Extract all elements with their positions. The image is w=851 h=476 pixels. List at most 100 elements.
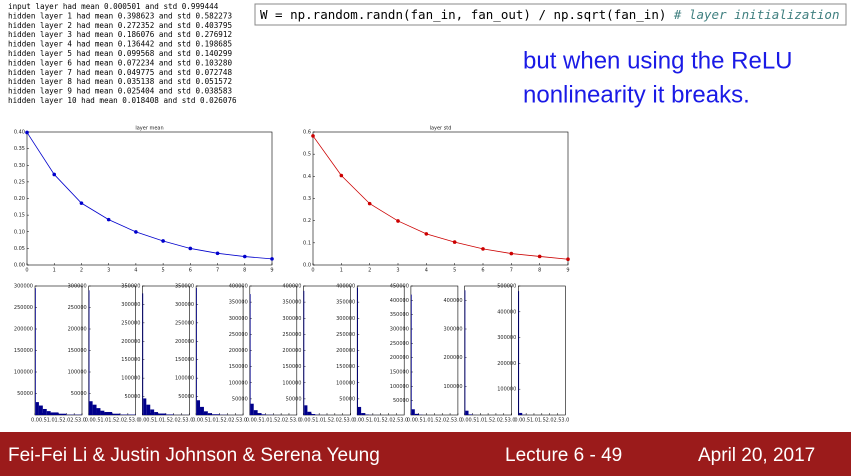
y-tick-label: 400000 — [390, 298, 409, 304]
x-tick-label: 3.0 — [561, 418, 569, 424]
y-tick-label: 100000 — [14, 370, 33, 376]
y-tick-label: 100000 — [444, 384, 463, 390]
x-tick-label: 2.0 — [116, 418, 124, 424]
bar — [96, 408, 101, 415]
x-tick-label: 2.5 — [124, 418, 132, 424]
y-tick-label: 500000 — [497, 284, 516, 290]
x-tick-label: 3.0 — [185, 418, 193, 424]
plot-frame — [26, 131, 273, 266]
y-tick-label: 350000 — [229, 300, 248, 306]
x-tick-label: 0.0 — [514, 418, 522, 424]
y-tick-label: 50000 — [393, 398, 409, 404]
bar — [411, 409, 415, 415]
x-tick-label: 0.0 — [353, 418, 361, 424]
y-tick-label: 0.40 — [14, 130, 25, 136]
y-tick-label: 0.30 — [14, 163, 25, 169]
y-tick-label: 0.20 — [14, 196, 25, 202]
x-tick-label: 3.0 — [132, 418, 140, 424]
x-tick-label: 1 — [340, 268, 343, 274]
y-tick-label: 200000 — [68, 327, 87, 333]
x-tick-label: 2.5 — [446, 418, 454, 424]
x-tick-label: 4 — [425, 268, 428, 274]
point — [339, 173, 344, 178]
plot-frame — [312, 131, 569, 266]
x-tick-label: 0.0 — [138, 418, 146, 424]
x-tick-label: 0.0 — [300, 418, 308, 424]
y-tick-label: 200000 — [121, 339, 140, 345]
bar — [361, 413, 366, 415]
y-tick-label: 0.2 — [303, 218, 311, 224]
x-tick-label: 2.5 — [339, 418, 347, 424]
y-tick-label: 200000 — [282, 348, 301, 354]
y-tick-label: 100000 — [121, 376, 140, 382]
point — [367, 201, 372, 206]
plot-frame — [356, 285, 405, 416]
bar — [58, 413, 67, 415]
y-tick-label: 400000 — [497, 309, 516, 315]
x-tick-label: 2 — [80, 268, 83, 274]
x-tick-label: 3.0 — [454, 418, 462, 424]
line — [26, 132, 273, 260]
y-tick-label: 200000 — [229, 348, 248, 354]
y-tick-label: 0.00 — [14, 263, 25, 269]
y-tick-label: 0.4 — [303, 174, 311, 180]
point — [188, 246, 193, 251]
x-tick-label: 0.5 — [146, 418, 154, 424]
x-tick-label: 2.5 — [500, 418, 508, 424]
point — [25, 130, 29, 135]
x-tick-label: 0.0 — [31, 418, 39, 424]
x-tick-label: 2.0 — [546, 418, 554, 424]
bar — [150, 409, 155, 415]
point — [566, 257, 570, 262]
x-tick-label: 0.5 — [200, 418, 208, 424]
x-tick-label: 2.0 — [385, 418, 393, 424]
x-tick-label: 0.0 — [192, 418, 200, 424]
y-tick-label: 50000 — [17, 391, 33, 397]
bar — [196, 400, 201, 415]
bar — [203, 411, 208, 415]
y-tick-label: 100000 — [282, 380, 301, 386]
x-tick-label: 1.5 — [377, 418, 385, 424]
footer-authors: Fei-Fei Li & Justin Johnson & Serena Yeu… — [8, 445, 380, 466]
y-tick-label: 100000 — [390, 384, 409, 390]
x-tick-label: 2.5 — [70, 418, 78, 424]
bar — [465, 410, 469, 415]
y-tick-label: 150000 — [390, 370, 409, 376]
y-tick-label: 250000 — [121, 320, 140, 326]
x-tick-label: 2.0 — [223, 418, 231, 424]
bar — [42, 408, 47, 415]
x-tick-label: 1.0 — [261, 418, 269, 424]
point — [396, 219, 400, 223]
y-tick-label: 50000 — [339, 396, 355, 402]
x-tick-label: 1 — [53, 268, 56, 274]
y-tick-label: 0.05 — [14, 246, 25, 252]
bar — [146, 404, 151, 415]
y-tick-label: 300000 — [390, 327, 409, 333]
y-tick-label: 0.1 — [303, 240, 311, 246]
x-tick-label: 9 — [566, 268, 569, 274]
bar — [46, 411, 51, 415]
x-tick-label: 2.0 — [277, 418, 285, 424]
chart-title: layer std — [430, 126, 452, 132]
bar — [89, 401, 93, 415]
point — [452, 240, 457, 244]
x-tick-label: 3.0 — [347, 418, 355, 424]
y-tick-label: 0.35 — [14, 146, 25, 152]
bar — [50, 412, 59, 415]
point — [481, 247, 485, 251]
x-tick-label: 2.0 — [62, 418, 70, 424]
y-tick-label: 100000 — [497, 387, 516, 393]
x-tick-label: 2.5 — [231, 418, 239, 424]
bar — [88, 290, 90, 415]
y-tick-label: 150000 — [282, 364, 301, 370]
y-tick-label: 0.5 — [303, 152, 311, 158]
y-tick-label: 350000 — [336, 300, 355, 306]
bar — [35, 288, 36, 415]
y-tick-label: 0.10 — [14, 229, 25, 235]
point — [537, 254, 542, 259]
bar — [143, 398, 147, 415]
x-tick-label: 2.5 — [392, 418, 400, 424]
x-tick-label: 1.5 — [216, 418, 224, 424]
log-line: hidden layer 1 had mean 0.398623 and std… — [8, 11, 232, 20]
